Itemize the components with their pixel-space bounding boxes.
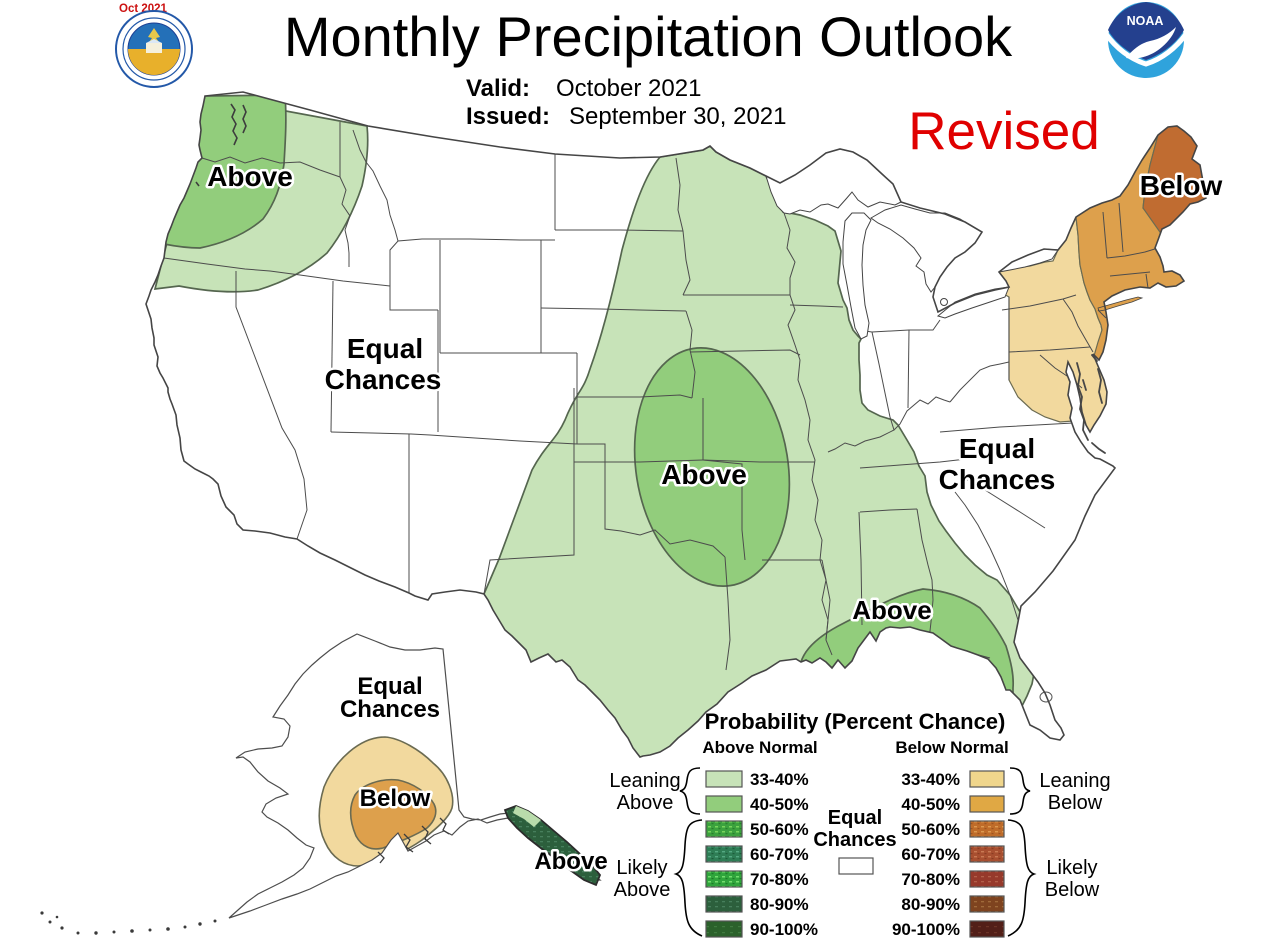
svg-text:Above: Above <box>617 792 674 814</box>
svg-text:Equal: Equal <box>347 333 423 364</box>
svg-text:Equal: Equal <box>959 433 1035 464</box>
svg-text:Leaning: Leaning <box>609 770 680 792</box>
svg-text:Below: Below <box>1045 879 1100 901</box>
svg-text:Below: Below <box>360 785 431 812</box>
svg-text:Chances: Chances <box>813 829 896 851</box>
svg-text:Above: Above <box>207 161 293 192</box>
svg-text:Chances: Chances <box>325 364 442 395</box>
svg-text:80-90%: 80-90% <box>750 895 809 914</box>
svg-text:70-80%: 70-80% <box>901 870 960 889</box>
svg-text:Below: Below <box>1140 170 1223 201</box>
svg-text:Equal: Equal <box>357 673 422 700</box>
svg-text:33-40%: 33-40% <box>750 770 809 789</box>
svg-text:Above: Above <box>661 459 747 490</box>
svg-text:70-80%: 70-80% <box>750 870 809 889</box>
svg-text:Monthly Precipitation Outlook: Monthly Precipitation Outlook <box>284 5 1013 68</box>
svg-text:Valid:October 2021: Valid: October 2021 <box>466 75 701 102</box>
svg-text:90-100%: 90-100% <box>892 920 960 938</box>
svg-text:Above: Above <box>852 595 931 625</box>
svg-text:50-60%: 50-60% <box>750 820 809 839</box>
svg-text:Probability (Percent Chance): Probability (Percent Chance) <box>705 709 1006 734</box>
svg-text:Above: Above <box>534 848 607 875</box>
svg-text:Above Normal: Above Normal <box>702 738 817 757</box>
svg-text:40-50%: 40-50% <box>901 795 960 814</box>
svg-text:Likely: Likely <box>1046 857 1097 879</box>
svg-text:Below Normal: Below Normal <box>895 738 1008 757</box>
svg-text:60-70%: 60-70% <box>750 845 809 864</box>
svg-text:40-50%: 40-50% <box>750 795 809 814</box>
svg-text:Below: Below <box>1048 792 1103 814</box>
svg-text:80-90%: 80-90% <box>901 895 960 914</box>
svg-text:50-60%: 50-60% <box>901 820 960 839</box>
svg-text:Issued:September 30, 2021: Issued: September 30, 2021 <box>466 103 787 130</box>
svg-text:Equal: Equal <box>828 807 882 829</box>
svg-text:90-100%: 90-100% <box>750 920 818 938</box>
svg-text:Above: Above <box>614 879 671 901</box>
svg-text:Leaning: Leaning <box>1039 770 1110 792</box>
svg-text:Chances: Chances <box>340 696 440 723</box>
svg-text:33-40%: 33-40% <box>901 770 960 789</box>
svg-text:60-70%: 60-70% <box>901 845 960 864</box>
svg-text:NOAA: NOAA <box>1127 14 1164 28</box>
svg-text:Chances: Chances <box>939 464 1056 495</box>
svg-text:Likely: Likely <box>616 857 667 879</box>
svg-text:Revised: Revised <box>908 102 1099 161</box>
